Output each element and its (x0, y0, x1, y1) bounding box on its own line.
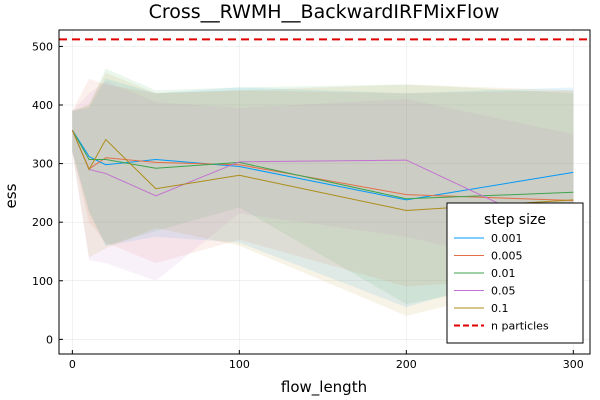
y-tick-label: 0 (46, 333, 53, 346)
legend: step size 0.001 0.005 0.01 0.05 0.1 n particle… (446, 202, 584, 344)
x-axis-title: flow_length (281, 378, 367, 397)
legend-label: 0.1 (491, 302, 509, 315)
legend-label: n particles (491, 320, 549, 333)
series-line-0.1 (71, 129, 574, 211)
grid (59, 30, 590, 354)
y-tick-label: 200 (32, 216, 53, 229)
legend-label: 0.005 (491, 250, 523, 263)
y-tick-label: 100 (32, 275, 53, 288)
legend-label: 0.01 (491, 267, 516, 280)
legend-title: step size (484, 212, 546, 228)
series-line-0.001 (71, 129, 574, 201)
series-lines (71, 129, 574, 240)
y-tick-label: 500 (32, 40, 53, 53)
legend-label: 0.05 (491, 285, 516, 298)
series-line-0.01 (71, 129, 574, 200)
plot-frame (58, 29, 591, 355)
x-tick-label: 100 (229, 358, 250, 371)
chart-title: Cross__RWMH__BackwardIRFMixFlow (149, 1, 500, 23)
axis-ticks: 0 100 200 300 0 100 200 300 400 500 (32, 40, 584, 371)
x-tick-label: 300 (563, 358, 584, 371)
x-tick-label: 0 (69, 358, 76, 371)
y-tick-label: 300 (32, 158, 53, 171)
x-tick-label: 200 (396, 358, 417, 371)
y-tick-label: 400 (32, 99, 53, 112)
y-axis-title: ess (2, 183, 20, 208)
legend-label: 0.001 (491, 232, 523, 245)
